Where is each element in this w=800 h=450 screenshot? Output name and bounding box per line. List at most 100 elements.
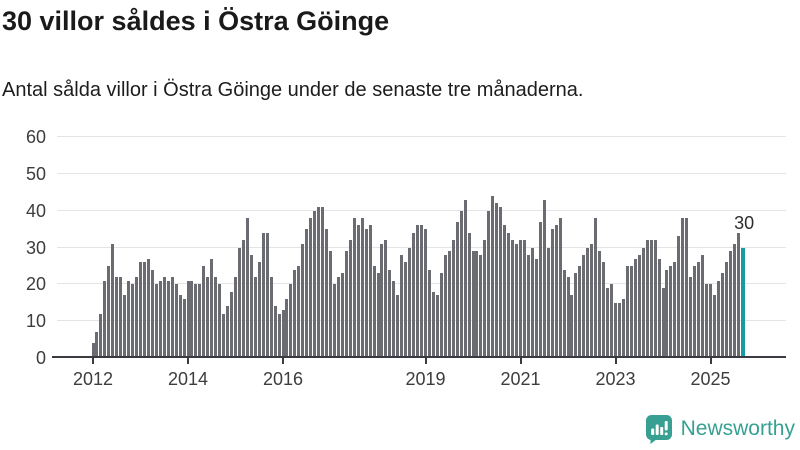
bar bbox=[420, 225, 424, 358]
bar bbox=[230, 291, 234, 358]
newsworthy-logo[interactable]: Newsworthy bbox=[645, 414, 795, 444]
bar bbox=[384, 240, 388, 358]
bar bbox=[455, 221, 459, 358]
bar bbox=[610, 284, 614, 358]
bar bbox=[360, 218, 364, 358]
x-axis-tick bbox=[519, 358, 522, 364]
x-axis-tick bbox=[282, 358, 284, 364]
bar bbox=[273, 306, 277, 358]
bar bbox=[479, 254, 483, 358]
bar bbox=[103, 280, 107, 358]
bar bbox=[352, 218, 356, 358]
bar bbox=[115, 276, 119, 358]
y-axis-label: 30 bbox=[25, 237, 46, 258]
bar bbox=[392, 280, 396, 358]
bar-highlight bbox=[740, 247, 745, 358]
bar bbox=[348, 240, 352, 358]
bar bbox=[198, 284, 202, 358]
x-axis-label: 2014 bbox=[167, 369, 209, 389]
bar bbox=[241, 240, 245, 358]
gridline bbox=[57, 172, 786, 174]
bar bbox=[329, 251, 332, 358]
bar bbox=[313, 210, 317, 358]
bar bbox=[467, 232, 471, 358]
y-axis-label: 0 bbox=[35, 348, 46, 368]
x-axis-label: 2016 bbox=[262, 369, 304, 389]
bar bbox=[645, 240, 649, 358]
gridline bbox=[57, 136, 786, 137]
x-axis-label: 2025 bbox=[690, 369, 731, 389]
bar bbox=[669, 265, 673, 358]
bar bbox=[629, 265, 633, 358]
bar bbox=[234, 276, 237, 358]
bar bbox=[728, 251, 732, 358]
bar bbox=[511, 240, 515, 358]
bar bbox=[107, 265, 111, 358]
bar bbox=[265, 232, 269, 358]
chart-title: 30 villor såldes i Östra Göinge bbox=[2, 6, 390, 36]
bar bbox=[625, 265, 629, 358]
x-axis-tick bbox=[424, 358, 427, 364]
y-axis-label: 10 bbox=[25, 311, 46, 332]
bar bbox=[574, 273, 578, 358]
bar bbox=[538, 221, 542, 358]
bar bbox=[332, 284, 336, 358]
bar bbox=[174, 284, 178, 358]
bar bbox=[681, 218, 685, 358]
bar bbox=[202, 265, 206, 358]
bar bbox=[483, 240, 487, 358]
bar bbox=[146, 258, 150, 358]
bar bbox=[431, 291, 435, 358]
x-axis-label: 2019 bbox=[405, 369, 446, 389]
bar bbox=[344, 251, 348, 358]
bar bbox=[566, 276, 570, 358]
bar bbox=[111, 243, 115, 358]
bar bbox=[570, 295, 574, 358]
x-axis-tick bbox=[709, 358, 712, 364]
bar bbox=[709, 284, 712, 358]
bar bbox=[340, 273, 344, 358]
bar bbox=[443, 254, 447, 358]
bar bbox=[99, 313, 103, 358]
bar bbox=[657, 258, 661, 358]
y-axis-label: 50 bbox=[25, 163, 46, 184]
bar bbox=[424, 229, 427, 358]
bar bbox=[534, 258, 538, 358]
bar bbox=[95, 332, 99, 358]
bar bbox=[226, 306, 230, 358]
bar bbox=[633, 258, 637, 358]
bar bbox=[685, 218, 689, 358]
bar bbox=[546, 247, 550, 358]
bar bbox=[356, 225, 360, 358]
bar bbox=[222, 313, 226, 358]
bar bbox=[522, 240, 526, 358]
bar bbox=[368, 225, 372, 358]
gridline bbox=[57, 209, 786, 211]
bar bbox=[293, 269, 297, 358]
bar bbox=[182, 299, 186, 358]
x-axis-tick bbox=[92, 358, 94, 364]
bar bbox=[463, 199, 467, 358]
bar bbox=[594, 218, 598, 358]
bar bbox=[253, 276, 257, 358]
y-axis-label: 40 bbox=[25, 200, 46, 221]
bar bbox=[364, 229, 368, 358]
bar bbox=[614, 302, 617, 358]
highlight-value-label: 30 bbox=[734, 213, 755, 233]
bar bbox=[578, 265, 582, 358]
bar bbox=[135, 276, 139, 358]
x-axis-label: 2023 bbox=[595, 369, 636, 389]
bar bbox=[519, 240, 522, 358]
bar bbox=[495, 203, 499, 358]
bar bbox=[214, 276, 218, 358]
bar bbox=[190, 280, 194, 358]
bar bbox=[550, 229, 554, 358]
bar bbox=[218, 284, 222, 358]
chart-subtitle: Antal sålda villor i Östra Göinge under … bbox=[2, 79, 584, 101]
bar bbox=[590, 243, 594, 358]
bar bbox=[206, 276, 210, 358]
bar bbox=[150, 269, 154, 358]
bar bbox=[641, 247, 645, 358]
bar bbox=[142, 262, 146, 358]
bar bbox=[158, 280, 162, 358]
